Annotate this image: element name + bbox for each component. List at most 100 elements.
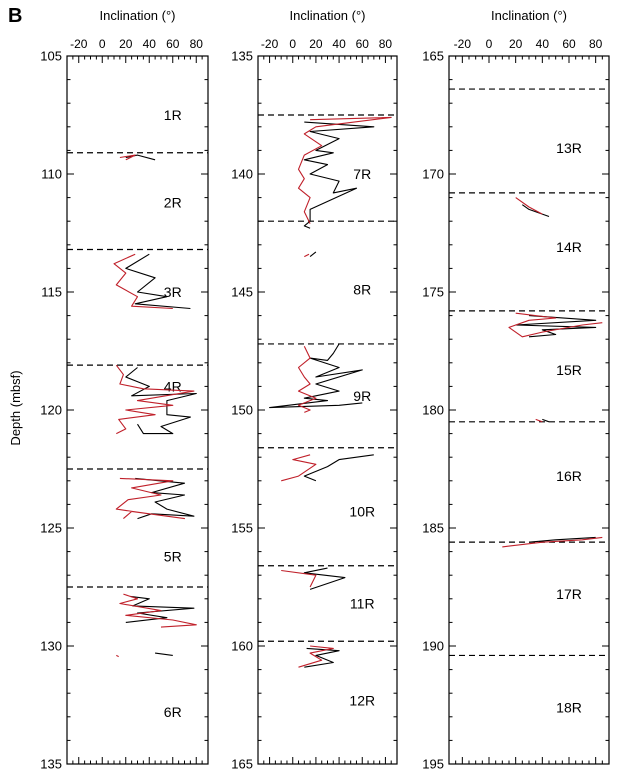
series-line-black xyxy=(303,567,346,590)
x-tick-label: 20 xyxy=(509,37,523,51)
series-line-black xyxy=(528,536,596,543)
y-tick-label: 165 xyxy=(231,757,253,772)
series-line-red xyxy=(297,116,392,224)
core-label: 4R xyxy=(164,378,182,394)
y-tick-label: 170 xyxy=(422,167,444,182)
y-tick-label: 135 xyxy=(40,757,62,772)
series-line-red xyxy=(116,654,119,658)
x-tick-label: 0 xyxy=(486,37,493,51)
core-label: 7R xyxy=(353,166,371,182)
panel-1: Inclination (°) -20 0 20 40 60 80 105 110 115 120 1… xyxy=(40,8,209,772)
series-line-red xyxy=(297,346,317,413)
x-tick-label: 80 xyxy=(589,37,603,51)
series-line-red xyxy=(281,454,317,482)
x-tick-label: 0 xyxy=(99,37,106,51)
y-tick-label: 135 xyxy=(231,49,253,64)
series-line-black xyxy=(135,477,195,520)
series-line-red xyxy=(119,593,197,628)
x-tick-label: 80 xyxy=(190,37,204,51)
y-tick-label: 195 xyxy=(422,757,444,772)
series-line-black xyxy=(309,251,317,258)
plot-frame xyxy=(448,55,610,765)
series-line-red xyxy=(535,418,543,423)
x-tick-label: 40 xyxy=(332,37,346,51)
x-tick-label: 40 xyxy=(536,37,550,51)
y-tick-label: 105 xyxy=(40,49,62,64)
x-tick-label: 40 xyxy=(143,37,157,51)
y-tick-label: 115 xyxy=(41,285,62,300)
series-line-red xyxy=(119,154,136,161)
series-line-black xyxy=(303,454,374,482)
y-tick-label: 125 xyxy=(40,521,62,536)
core-label: 13R xyxy=(556,140,582,156)
plot-frame xyxy=(257,55,398,765)
x-tick-label: 60 xyxy=(166,37,180,51)
series-line-black xyxy=(125,367,197,435)
y-tick-label: 160 xyxy=(231,639,253,654)
y-tick-label: 190 xyxy=(422,639,444,654)
y-tick-label: 185 xyxy=(422,521,444,536)
series-line-black xyxy=(521,204,550,218)
series-line-black xyxy=(542,418,550,423)
series-line-red xyxy=(115,364,195,435)
core-label: 15R xyxy=(556,362,582,378)
x-tick-label: -20 xyxy=(261,37,279,51)
series-line-black xyxy=(303,121,375,229)
core-label: 16R xyxy=(556,468,582,484)
x-tick-label: 60 xyxy=(562,37,576,51)
y-tick-label: 150 xyxy=(231,403,253,418)
core-label: 18R xyxy=(556,699,582,715)
series-line-red xyxy=(508,312,603,338)
y-tick-label: 180 xyxy=(422,403,444,418)
core-label: 12R xyxy=(349,692,375,708)
series-line-red xyxy=(515,197,543,215)
core-label: 6R xyxy=(164,704,182,720)
core-label: 17R xyxy=(556,586,582,602)
core-label: 8R xyxy=(353,282,371,298)
y-tick-label: 155 xyxy=(231,521,253,536)
x-axis-label: Inclination (°) xyxy=(99,8,175,23)
series-line-red xyxy=(304,253,310,258)
y-tick-label: 165 xyxy=(422,49,444,64)
x-tick-label: -20 xyxy=(70,37,88,51)
x-axis-label: Inclination (°) xyxy=(289,8,365,23)
series-line-red xyxy=(298,645,334,668)
series-line-black xyxy=(155,652,173,656)
x-tick-label: 0 xyxy=(289,37,296,51)
core-label: 9R xyxy=(353,388,371,404)
y-tick-label: 175 xyxy=(422,285,444,300)
series-line-black xyxy=(125,253,191,310)
core-label: 5R xyxy=(164,548,182,564)
panel-2: Inclination (°) -20 0 20 40 60 80 135 140 145 150 1… xyxy=(231,8,398,772)
core-label: 14R xyxy=(556,239,582,255)
series-line-black xyxy=(125,154,156,161)
y-tick-label: 110 xyxy=(41,167,62,182)
plot-frame xyxy=(66,55,209,765)
y-tick-label: 120 xyxy=(40,403,62,418)
series-line-black xyxy=(125,595,195,623)
y-tick-label: 140 xyxy=(231,167,253,182)
core-label: 1R xyxy=(164,107,182,123)
series-line-red xyxy=(502,536,603,548)
series-line-red xyxy=(115,477,186,520)
x-tick-label: 20 xyxy=(309,37,323,51)
panel-3: Inclination (°) -20 0 20 40 60 80 165 170 175 180 1… xyxy=(422,8,610,772)
x-tick-label: -20 xyxy=(454,37,472,51)
y-tick-label: 130 xyxy=(40,639,62,654)
y-axis-label: Depth (mbsf) xyxy=(8,370,23,445)
x-tick-label: 20 xyxy=(119,37,133,51)
y-tick-label: 145 xyxy=(231,285,253,300)
core-label: 11R xyxy=(350,596,375,612)
x-axis-label: Inclination (°) xyxy=(491,8,567,23)
x-tick-label: 60 xyxy=(356,37,370,51)
core-label: 10R xyxy=(349,503,375,519)
x-tick-label: 80 xyxy=(379,37,393,51)
core-label: 2R xyxy=(164,194,182,210)
series-line-black xyxy=(515,315,597,338)
core-label: 3R xyxy=(164,284,182,300)
series-line-red xyxy=(281,569,317,588)
series-line-red xyxy=(113,253,173,310)
figure-label: B xyxy=(8,5,22,27)
series-line-black xyxy=(269,343,363,409)
